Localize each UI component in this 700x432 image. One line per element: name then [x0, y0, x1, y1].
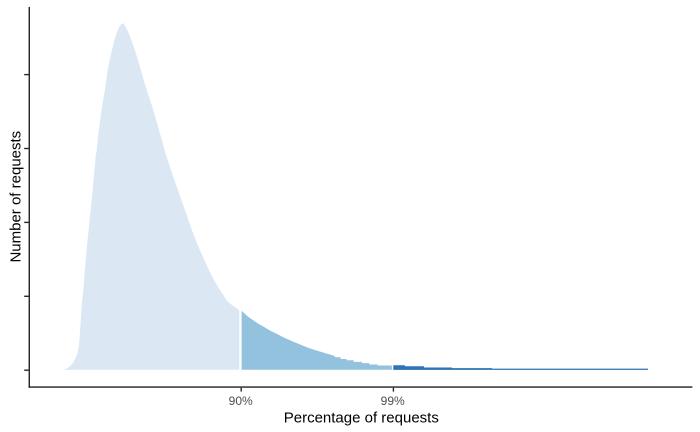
svg-text:90%: 90%: [229, 394, 253, 408]
svg-text:Percentage of requests: Percentage of requests: [284, 410, 439, 427]
svg-text:99%: 99%: [381, 394, 405, 408]
svg-text:Number of requests: Number of requests: [8, 131, 25, 263]
